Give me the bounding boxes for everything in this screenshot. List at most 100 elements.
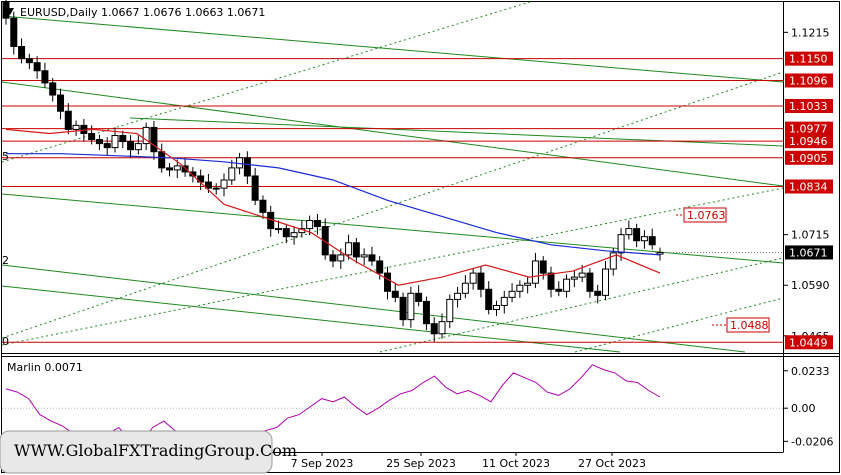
- candle-body[interactable]: [57, 94, 64, 112]
- candle-body[interactable]: [531, 260, 539, 284]
- price-level-label: 1.0834: [789, 180, 828, 193]
- candle-body[interactable]: [290, 232, 298, 238]
- candle-body[interactable]: [640, 236, 648, 242]
- trend-channel-line[interactable]: [1, 15, 784, 83]
- trend-channel-line[interactable]: [1, 81, 784, 187]
- candle-body[interactable]: [158, 151, 166, 169]
- candle-body[interactable]: [539, 260, 547, 274]
- candle-body[interactable]: [228, 167, 236, 181]
- candle-body[interactable]: [80, 124, 88, 134]
- candle-body[interactable]: [407, 292, 415, 321]
- candle-body[interactable]: [173, 165, 181, 171]
- current-price-label: 1.0671: [789, 246, 828, 259]
- price-level-label: 1.1033: [789, 100, 828, 113]
- osc-tick-label: 0.00: [791, 402, 816, 415]
- candle-body[interactable]: [508, 290, 516, 298]
- candle-body[interactable]: [446, 298, 454, 323]
- trend-channel-line[interactable]: [1, 285, 621, 353]
- candle-body[interactable]: [306, 219, 314, 230]
- moving-average-red-line[interactable]: [5, 128, 661, 286]
- price-level-label: 1.0977: [789, 123, 828, 136]
- candle-body[interactable]: [438, 321, 446, 335]
- candle-body[interactable]: [516, 284, 524, 292]
- candle-body[interactable]: [10, 17, 18, 47]
- candle-body[interactable]: [345, 242, 353, 256]
- candle-body[interactable]: [329, 254, 337, 262]
- candle-body[interactable]: [127, 141, 135, 151]
- candle-body[interactable]: [321, 226, 329, 256]
- candle-body[interactable]: [18, 45, 26, 60]
- candle-body[interactable]: [376, 260, 384, 274]
- candle-body[interactable]: [72, 124, 80, 130]
- candle-body[interactable]: [134, 143, 142, 151]
- candle-body[interactable]: [251, 175, 259, 201]
- candle-body[interactable]: [609, 252, 617, 270]
- candle-body[interactable]: [243, 157, 251, 177]
- candle-body[interactable]: [384, 272, 391, 292]
- candle-body[interactable]: [360, 254, 368, 258]
- candle-body[interactable]: [602, 268, 609, 296]
- trend-channel-dotted-line[interactable]: [379, 257, 784, 353]
- price-level-tag: [785, 73, 833, 88]
- candle-body[interactable]: [633, 228, 641, 242]
- candle-body[interactable]: [648, 236, 656, 246]
- candle-body[interactable]: [275, 228, 282, 231]
- candle-body[interactable]: [337, 254, 345, 262]
- collapse-arrow-icon[interactable]: [6, 8, 14, 15]
- candle-body[interactable]: [49, 82, 57, 96]
- candle-body[interactable]: [485, 288, 493, 311]
- candle-body[interactable]: [399, 296, 407, 321]
- candle-body[interactable]: [555, 288, 563, 292]
- candle-body[interactable]: [625, 228, 633, 236]
- candle-body[interactable]: [586, 272, 594, 292]
- candle-body[interactable]: [415, 292, 423, 302]
- candle-body[interactable]: [461, 282, 469, 294]
- candle-body[interactable]: [430, 323, 438, 335]
- candle-body[interactable]: [88, 132, 96, 141]
- candle-body[interactable]: [220, 179, 228, 189]
- candle-body[interactable]: [119, 135, 127, 143]
- candle-body[interactable]: [391, 290, 399, 298]
- candle-body[interactable]: [95, 139, 103, 145]
- candle-body[interactable]: [368, 254, 376, 262]
- candle-body[interactable]: [477, 272, 485, 290]
- left-edge-label: 5: [2, 150, 9, 163]
- annotation-box[interactable]: [683, 207, 727, 223]
- candle-body[interactable]: [204, 181, 212, 189]
- candle-body[interactable]: [570, 276, 578, 280]
- candle-body[interactable]: [103, 143, 111, 149]
- candle-body[interactable]: [422, 300, 430, 325]
- trend-channel-line[interactable]: [1, 193, 784, 264]
- marlin-oscillator-line[interactable]: [5, 364, 661, 445]
- candle-body[interactable]: [212, 187, 220, 190]
- candle-body[interactable]: [41, 70, 49, 84]
- candle-body[interactable]: [578, 272, 586, 278]
- candle-body[interactable]: [352, 242, 360, 258]
- candle-body[interactable]: [469, 272, 477, 284]
- candle-body[interactable]: [282, 228, 290, 238]
- candle-body[interactable]: [656, 251, 664, 255]
- candle-body[interactable]: [524, 282, 532, 286]
- candle-body[interactable]: [617, 234, 625, 254]
- trend-channel-line[interactable]: [1, 264, 746, 353]
- candle-body[interactable]: [33, 62, 41, 72]
- moving-average-blue-line[interactable]: [6, 153, 661, 256]
- annotation-box[interactable]: [726, 317, 770, 333]
- candle-body[interactable]: [454, 292, 462, 300]
- candle-body[interactable]: [166, 167, 173, 171]
- candle-body[interactable]: [111, 135, 119, 149]
- candle-body[interactable]: [142, 126, 150, 145]
- trend-channel-dotted-line[interactable]: [574, 297, 784, 353]
- candle-body[interactable]: [25, 58, 33, 64]
- candle-body[interactable]: [313, 219, 321, 228]
- price-level-tag: [785, 150, 833, 165]
- candle-body[interactable]: [493, 304, 500, 311]
- candle-body[interactable]: [64, 110, 72, 130]
- candle-body[interactable]: [547, 272, 555, 290]
- candle-body[interactable]: [259, 199, 267, 213]
- candle-body[interactable]: [594, 290, 602, 296]
- candle-body[interactable]: [150, 126, 158, 153]
- candle-body[interactable]: [563, 278, 571, 292]
- candle-body[interactable]: [500, 296, 508, 306]
